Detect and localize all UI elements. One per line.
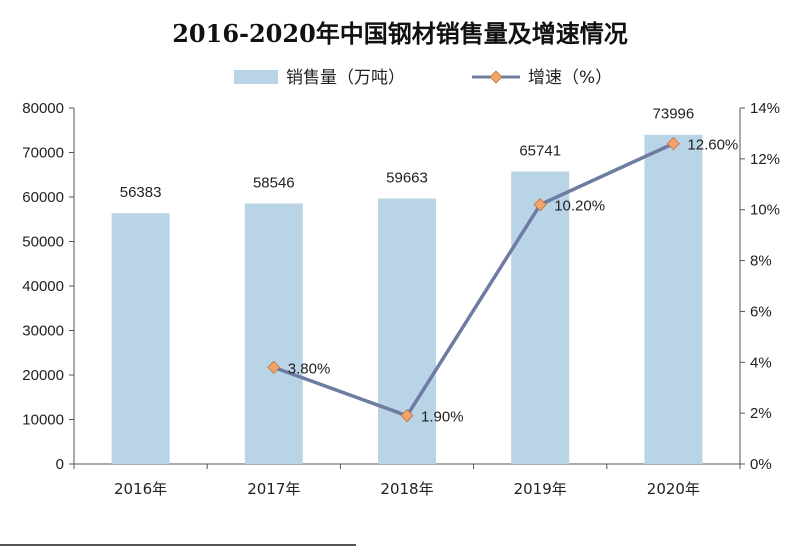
bar-value-label: 58546 bbox=[253, 174, 295, 191]
x-tick-label: 2016年 bbox=[114, 480, 167, 498]
growth-value-label: 12.60% bbox=[687, 137, 738, 154]
right-tick-label: 8% bbox=[750, 253, 772, 270]
right-tick-label: 14% bbox=[750, 100, 780, 117]
legend-label-growth: 增速（%） bbox=[528, 68, 612, 88]
left-tick-label: 30000 bbox=[22, 323, 64, 340]
growth-point bbox=[533, 198, 547, 212]
left-tick-label: 0 bbox=[56, 456, 64, 473]
right-tick-label: 4% bbox=[750, 354, 772, 371]
line-series bbox=[267, 137, 680, 423]
line-labels: 3.80% 1.90% 10.20% 12.60% bbox=[288, 137, 738, 426]
x-axis-ticks: 2016年 2017年 2018年 2019年 2020年 bbox=[73, 464, 741, 498]
legend-label-sales: 销售量（万吨） bbox=[286, 68, 405, 88]
left-tick-label: 20000 bbox=[22, 367, 64, 384]
bar-value-label: 59663 bbox=[386, 169, 428, 186]
x-tick-label: 2018年 bbox=[380, 480, 433, 498]
bar-value-label: 65741 bbox=[519, 142, 561, 159]
right-tick-label: 0% bbox=[750, 456, 772, 473]
bar bbox=[511, 171, 570, 464]
growth-line bbox=[273, 142, 675, 418]
bar-value-label: 56383 bbox=[120, 184, 162, 201]
growth-value-label: 10.20% bbox=[554, 198, 605, 215]
right-tick-label: 2% bbox=[750, 405, 772, 422]
growth-value-label: 3.80% bbox=[288, 360, 331, 377]
footer-divider bbox=[0, 544, 356, 546]
right-tick-label: 12% bbox=[750, 151, 780, 168]
legend: 销售量（万吨） 增速（%） bbox=[234, 68, 612, 88]
legend-swatch-sales bbox=[234, 70, 278, 84]
bar-value-label: 73996 bbox=[653, 106, 695, 123]
bar bbox=[111, 213, 170, 464]
right-tick-label: 10% bbox=[750, 202, 780, 219]
bar-labels: 56383 58546 59663 65741 73996 bbox=[120, 106, 695, 201]
right-tick-label: 6% bbox=[750, 303, 772, 320]
right-axis-ticks: 0% 2% 4% 6% 8% 10% 12% 14% bbox=[740, 100, 780, 473]
x-tick-label: 2017年 bbox=[247, 480, 300, 498]
left-tick-label: 80000 bbox=[22, 100, 64, 117]
growth-value-label: 1.90% bbox=[421, 409, 464, 426]
left-tick-label: 60000 bbox=[22, 189, 64, 206]
growth-point bbox=[666, 137, 680, 151]
left-tick-label: 50000 bbox=[22, 234, 64, 251]
left-axis-ticks: 0 10000 20000 30000 40000 50000 60000 70000 8000… bbox=[22, 100, 74, 473]
left-tick-label: 40000 bbox=[22, 278, 64, 295]
left-tick-label: 70000 bbox=[22, 145, 64, 162]
x-tick-label: 2020年 bbox=[647, 480, 700, 498]
growth-point bbox=[267, 360, 281, 374]
legend-marker-growth bbox=[489, 70, 503, 84]
chart-title: 2016-2020年中国钢材销售量及增速情况 bbox=[172, 19, 628, 48]
growth-point bbox=[400, 409, 414, 423]
left-tick-label: 10000 bbox=[22, 412, 64, 429]
bar bbox=[644, 134, 703, 464]
x-tick-label: 2019年 bbox=[514, 480, 567, 498]
bar bbox=[244, 203, 303, 464]
